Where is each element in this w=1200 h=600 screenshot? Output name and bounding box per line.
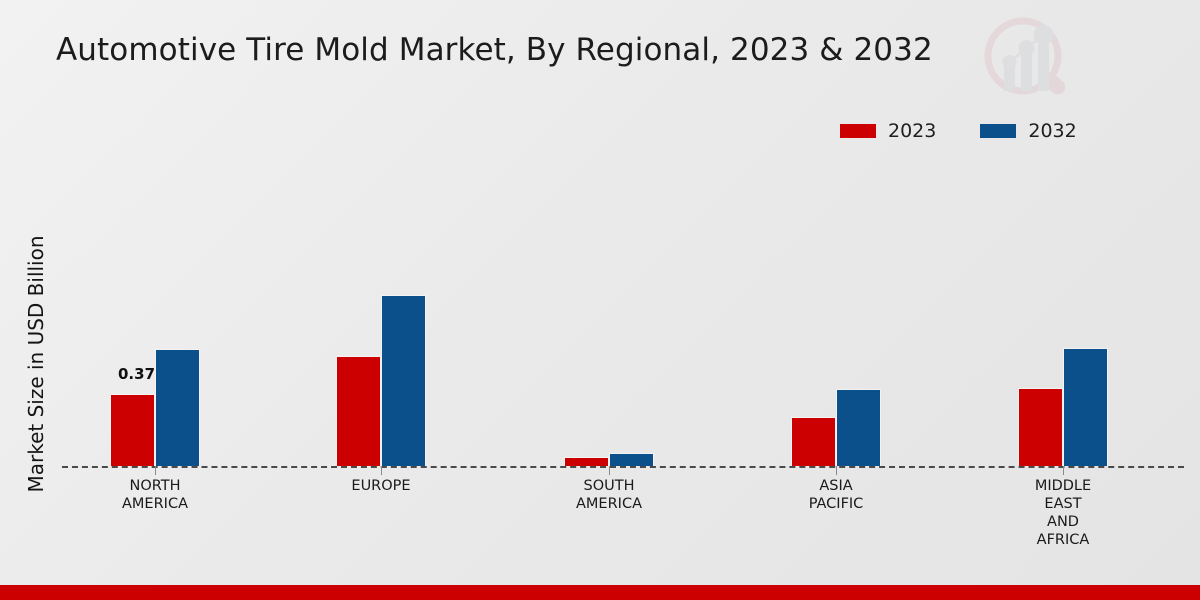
bar-middle-east-and-africa-2032[interactable] <box>1063 348 1108 466</box>
bar-europe-2023[interactable] <box>336 356 381 466</box>
x-label-europe: EUROPE <box>351 478 411 494</box>
bar-asia-pacific-2032[interactable] <box>836 389 881 466</box>
x-label-south-america: SOUTH AMERICA <box>576 478 642 512</box>
bars-europe <box>336 276 426 466</box>
bar-asia-pacific-2023[interactable] <box>791 417 836 466</box>
legend-item-2032[interactable]: 2032 <box>980 120 1077 142</box>
bar-europe-2032[interactable] <box>381 295 426 466</box>
x-label-asia-pacific: ASIA PACIFIC <box>808 478 864 512</box>
bar-middle-east-and-africa-2023[interactable] <box>1018 388 1063 466</box>
bars-north-america <box>110 276 200 466</box>
bar-north-america-2023[interactable] <box>110 394 155 466</box>
x-tick-asia-pacific <box>836 466 837 475</box>
x-label-middle-east-and-africa: MIDDLE EAST AND AFRICA <box>1034 478 1092 548</box>
bars-south-america <box>564 276 654 466</box>
x-tick-europe <box>381 466 382 475</box>
x-label-north-america: NORTH AMERICA <box>122 478 188 512</box>
legend-swatch-2032 <box>980 124 1017 138</box>
bar-north-america-2032[interactable] <box>155 349 200 466</box>
bars-middle-east-and-africa <box>1018 276 1108 466</box>
legend-label-2032: 2032 <box>1028 120 1077 142</box>
chart-title: Automotive Tire Mold Market, By Regional… <box>56 32 933 68</box>
x-tick-north-america <box>155 466 156 475</box>
bar-south-america-2023[interactable] <box>564 457 609 466</box>
legend-swatch-2023 <box>840 124 876 138</box>
legend-item-2023[interactable]: 2023 <box>840 120 936 142</box>
x-axis-baseline <box>62 466 1184 468</box>
bars-asia-pacific <box>791 276 881 466</box>
x-tick-south-america <box>609 466 610 475</box>
value-label-north-america-2023: 0.37 <box>118 365 156 383</box>
legend-label-2023: 2023 <box>888 120 937 142</box>
chart-legend: 2023 2032 <box>840 120 1077 142</box>
footer-accent-bar <box>0 585 1200 600</box>
bar-south-america-2032[interactable] <box>609 453 654 466</box>
x-tick-middle-east-and-africa <box>1063 466 1064 475</box>
